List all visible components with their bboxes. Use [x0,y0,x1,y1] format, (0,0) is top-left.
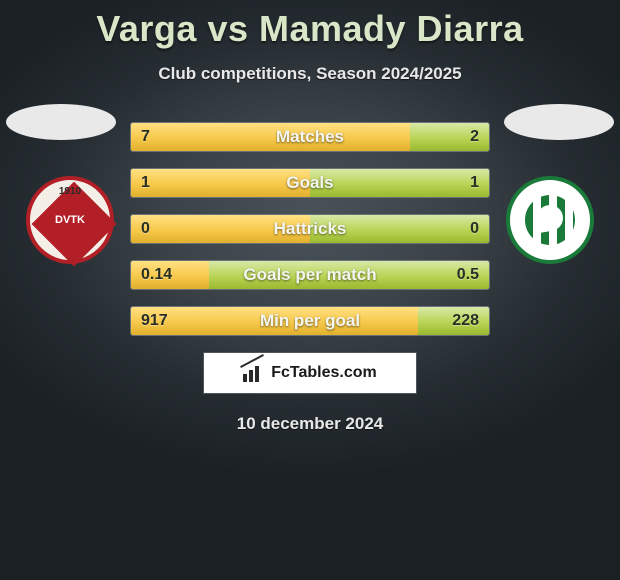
stat-label: Goals per match [131,261,489,289]
date-label: 10 december 2024 [0,414,620,434]
stat-row: 11Goals [130,168,490,198]
badge-text: DVTK [55,214,85,226]
stat-label: Hattricks [131,215,489,243]
club-badge-left: 1910 DVTK [22,172,118,268]
subtitle: Club competitions, Season 2024/2025 [0,64,620,84]
stat-label: Matches [131,123,489,151]
shield-icon [506,176,594,264]
page-title: Varga vs Mamady Diarra [0,0,620,50]
brand-box[interactable]: FcTables.com [203,352,417,394]
stat-row: 72Matches [130,122,490,152]
shield-icon: 1910 DVTK [26,176,114,264]
stat-row: 917228Min per goal [130,306,490,336]
badge-stripes-icon [525,195,575,245]
stat-row: 00Hattricks [130,214,490,244]
player-photo-left [6,104,116,140]
badge-year: 1910 [30,186,110,197]
stat-label: Min per goal [131,307,489,335]
brand-label: FcTables.com [271,364,377,382]
stat-row: 0.140.5Goals per match [130,260,490,290]
club-badge-right [502,172,598,268]
comparison-card: Varga vs Mamady Diarra Club competitions… [0,0,620,580]
stats-bars: 72Matches 11Goals 00Hattricks 0.140.5Goals … [130,122,490,336]
player-photo-right [504,104,614,140]
stat-label: Goals [131,169,489,197]
bar-chart-icon [243,364,265,382]
